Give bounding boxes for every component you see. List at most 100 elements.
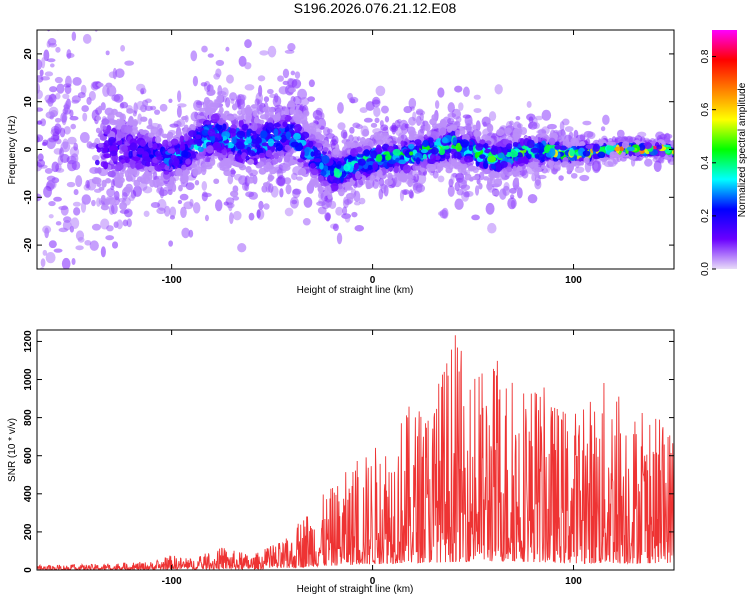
heatmap-cell xyxy=(244,84,255,91)
heatmap-cell xyxy=(310,162,316,169)
heatmap-cell xyxy=(121,145,129,153)
heatmap-cell xyxy=(422,153,427,160)
heatmap-cell xyxy=(422,139,429,148)
heatmap-cell xyxy=(82,112,88,122)
heatmap-cell xyxy=(620,156,627,162)
heatmap-cell xyxy=(289,159,298,165)
heatmap-cell xyxy=(246,158,255,165)
heatmap-cell xyxy=(335,206,344,216)
heatmap-x-tick-label: 100 xyxy=(565,275,582,286)
heatmap-cell xyxy=(115,68,125,79)
heatmap-cell xyxy=(187,182,192,188)
heatmap-cell xyxy=(509,120,514,126)
colorbar-tick-label: 0.2 xyxy=(700,209,711,223)
heatmap-cell xyxy=(159,103,168,112)
heatmap-cell xyxy=(564,126,574,132)
heatmap-cell xyxy=(88,90,96,101)
heatmap-cell xyxy=(285,131,292,140)
heatmap-cell xyxy=(109,119,118,126)
heatmap-cell xyxy=(48,200,56,207)
heatmap-cell xyxy=(296,176,303,181)
heatmap-cell xyxy=(49,86,58,93)
heatmap-cell xyxy=(101,118,110,125)
heatmap-cell xyxy=(152,143,158,150)
heatmap-cell xyxy=(213,152,222,157)
heatmap-cell xyxy=(136,100,145,111)
heatmap-cell xyxy=(302,217,311,226)
heatmap-cell xyxy=(105,235,115,241)
heatmap-cell xyxy=(267,45,277,58)
snr-x-ticks: -100 0 100 xyxy=(162,330,582,587)
heatmap-cell xyxy=(235,141,244,150)
heatmap-cell xyxy=(61,257,71,269)
heatmap-cell xyxy=(409,151,414,156)
heatmap-cell xyxy=(250,104,258,109)
heatmap-cell xyxy=(145,161,151,167)
heatmap-cell xyxy=(574,166,585,174)
heatmap-cell xyxy=(621,141,630,149)
heatmap-cell xyxy=(54,117,62,123)
heatmap-cell xyxy=(132,119,139,127)
heatmap-cell xyxy=(455,116,462,123)
heatmap-cell xyxy=(443,162,451,169)
heatmap-cell xyxy=(284,207,294,217)
heatmap-cell xyxy=(124,125,133,134)
heatmap-cell xyxy=(579,160,584,166)
heatmap-cell xyxy=(506,143,513,150)
heatmap-cell xyxy=(314,142,323,148)
heatmap-cell xyxy=(64,100,70,111)
heatmap-cell xyxy=(259,50,269,56)
heatmap-cell xyxy=(248,212,255,221)
heatmap-cell xyxy=(190,50,198,62)
heatmap-cell xyxy=(513,184,520,191)
heatmap-cell xyxy=(479,139,486,145)
heatmap-cell xyxy=(358,197,366,205)
heatmap-cell xyxy=(265,149,273,158)
heatmap-cell xyxy=(189,198,194,207)
heatmap-cell xyxy=(284,107,290,116)
heatmap-cell xyxy=(475,120,481,132)
heatmap-cell xyxy=(346,192,355,200)
heatmap-cell xyxy=(392,148,401,156)
heatmap-cell xyxy=(91,223,101,231)
heatmap-cell xyxy=(561,161,570,168)
heatmap-x-tick-label: 0 xyxy=(370,275,376,286)
heatmap-cell xyxy=(71,99,80,104)
heatmap-cell xyxy=(231,136,237,145)
heatmap-cell xyxy=(512,141,519,147)
snr-y-ticks: 0 200 400 600 800 1000 1200 xyxy=(23,330,674,573)
heatmap-cell xyxy=(139,177,146,184)
heatmap-cell xyxy=(147,132,155,138)
heatmap-cell xyxy=(569,149,576,157)
heatmap-cell xyxy=(128,150,133,159)
heatmap-cell xyxy=(308,180,316,186)
heatmap-cell xyxy=(233,173,243,181)
heatmap-cell xyxy=(72,76,82,86)
heatmap-cell xyxy=(378,188,384,200)
heatmap-x-axis-label: Height of straight line (km) xyxy=(297,285,414,296)
heatmap-cell xyxy=(494,84,503,95)
heatmap-cell xyxy=(44,71,54,77)
heatmap-cell xyxy=(59,153,64,160)
heatmap-cell xyxy=(447,185,455,197)
heatmap-cell xyxy=(147,165,157,172)
heatmap-cell xyxy=(655,131,665,140)
colorbar-tick-label: 0.4 xyxy=(700,155,711,169)
heatmap-cell xyxy=(223,158,232,164)
heatmap-cell xyxy=(273,152,279,160)
heatmap-cell xyxy=(150,201,161,208)
heatmap-cell xyxy=(371,96,381,108)
heatmap-cell xyxy=(71,258,76,266)
heatmap-cell xyxy=(154,109,161,115)
heatmap-cell xyxy=(527,193,538,204)
heatmap-cell xyxy=(110,203,118,215)
heatmap-cell xyxy=(488,111,497,122)
heatmap-cell xyxy=(222,123,227,131)
heatmap-cell xyxy=(530,147,540,153)
heatmap-cell xyxy=(248,191,259,200)
heatmap-cell xyxy=(64,85,72,95)
heatmap-cell xyxy=(72,201,81,207)
heatmap-cell xyxy=(533,163,539,169)
heatmap-cell xyxy=(465,119,474,132)
heatmap-cell xyxy=(97,142,104,148)
